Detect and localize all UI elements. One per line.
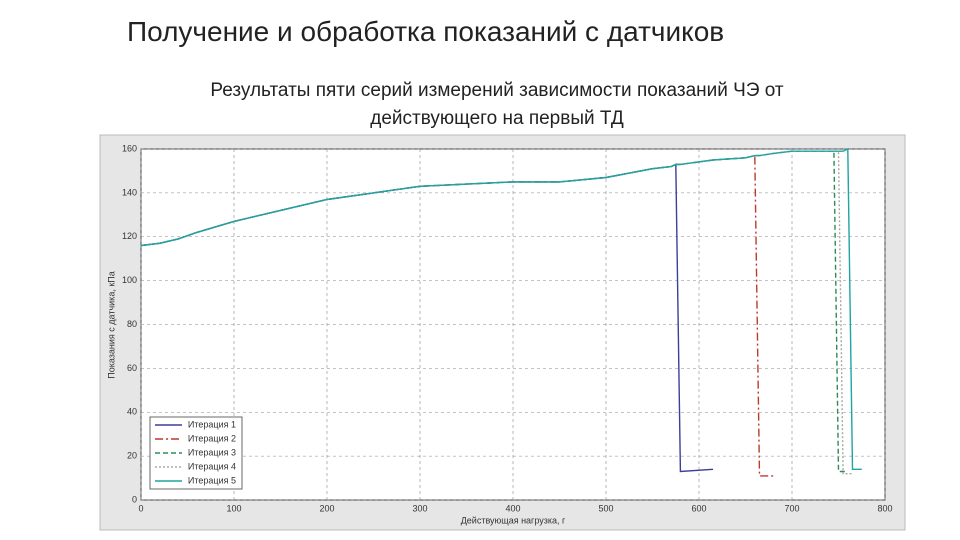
x-axis-label: Действующая нагрузка, г xyxy=(461,515,566,525)
legend-label: Итерация 5 xyxy=(188,475,236,485)
y-tick-label: 160 xyxy=(122,143,137,153)
subtitle: действующего на первый ТД xyxy=(370,108,624,129)
x-tick-label: 800 xyxy=(877,503,892,513)
x-tick-label: 600 xyxy=(691,503,706,513)
series-line xyxy=(140,147,862,470)
legend-label: Итерация 4 xyxy=(188,461,236,471)
x-tick-label: 500 xyxy=(598,503,613,513)
legend-label: Итерация 3 xyxy=(188,447,236,457)
legend-label: Итерация 1 xyxy=(188,419,236,429)
y-tick-label: 40 xyxy=(127,407,137,417)
x-tick-label: 200 xyxy=(319,503,334,513)
y-tick-label: 60 xyxy=(127,363,137,373)
subtitle: Результаты пяти серий измерений зависимо… xyxy=(210,80,784,101)
y-tick-label: 100 xyxy=(122,275,137,285)
legend-label: Итерация 2 xyxy=(188,433,236,443)
y-axis-label: Показания с датчика, кПа xyxy=(106,271,116,378)
y-tick-label: 80 xyxy=(127,319,137,329)
slide-title: Получение и обработка показаний с датчик… xyxy=(127,16,725,47)
y-tick-label: 120 xyxy=(122,231,137,241)
x-tick-label: 100 xyxy=(226,503,241,513)
x-tick-label: 700 xyxy=(784,503,799,513)
y-tick-label: 140 xyxy=(122,187,137,197)
x-tick-label: 400 xyxy=(505,503,520,513)
x-tick-label: 300 xyxy=(412,503,427,513)
x-tick-label: 0 xyxy=(138,503,143,513)
y-tick-label: 0 xyxy=(132,494,137,504)
y-tick-label: 20 xyxy=(127,451,137,461)
